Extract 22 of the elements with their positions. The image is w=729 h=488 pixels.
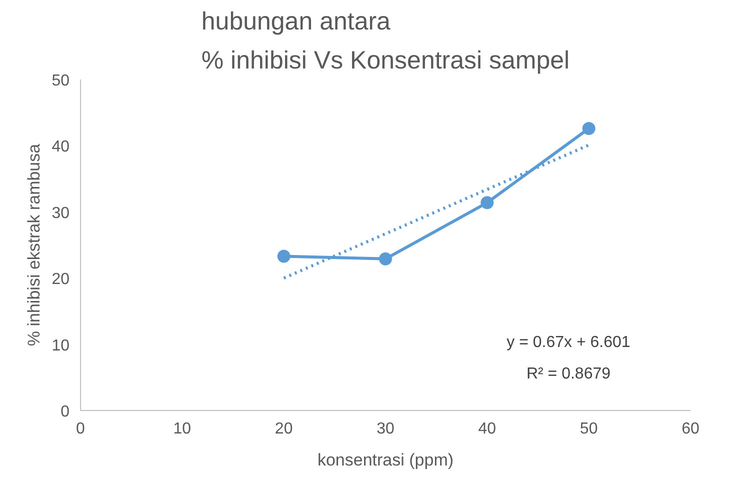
y-tick-label: 10 bbox=[52, 337, 70, 354]
annotation: y = 0.67x + 6.601 bbox=[506, 334, 630, 351]
x-axis-title: konsentrasi (ppm) bbox=[317, 450, 454, 470]
chart-title: hubungan antara % inhibisi Vs Konsentrasi sampel bbox=[201, 7, 570, 74]
x-tick-label: 40 bbox=[478, 420, 496, 438]
point bbox=[480, 196, 494, 210]
x-tick-label: 50 bbox=[580, 420, 598, 438]
x-tick-label: 10 bbox=[173, 420, 192, 438]
y-axis-title: % inhibisi ekstrak rambusa bbox=[24, 143, 44, 346]
x-tick-label: 0 bbox=[76, 420, 86, 438]
x-tick-label: 30 bbox=[376, 420, 394, 438]
y-tick-label: 50 bbox=[52, 72, 70, 90]
point bbox=[277, 250, 290, 263]
y-tick-label: 40 bbox=[52, 138, 70, 156]
y-tick-label: 0 bbox=[60, 404, 70, 420]
x-tick-label: 60 bbox=[682, 420, 700, 438]
point bbox=[379, 252, 392, 266]
point bbox=[582, 122, 596, 135]
x-tick-label: 20 bbox=[274, 420, 293, 438]
y-tick-label: 20 bbox=[52, 271, 70, 288]
y-tick-label: 30 bbox=[52, 204, 70, 222]
annotation: R² = 0.8679 bbox=[526, 366, 611, 383]
